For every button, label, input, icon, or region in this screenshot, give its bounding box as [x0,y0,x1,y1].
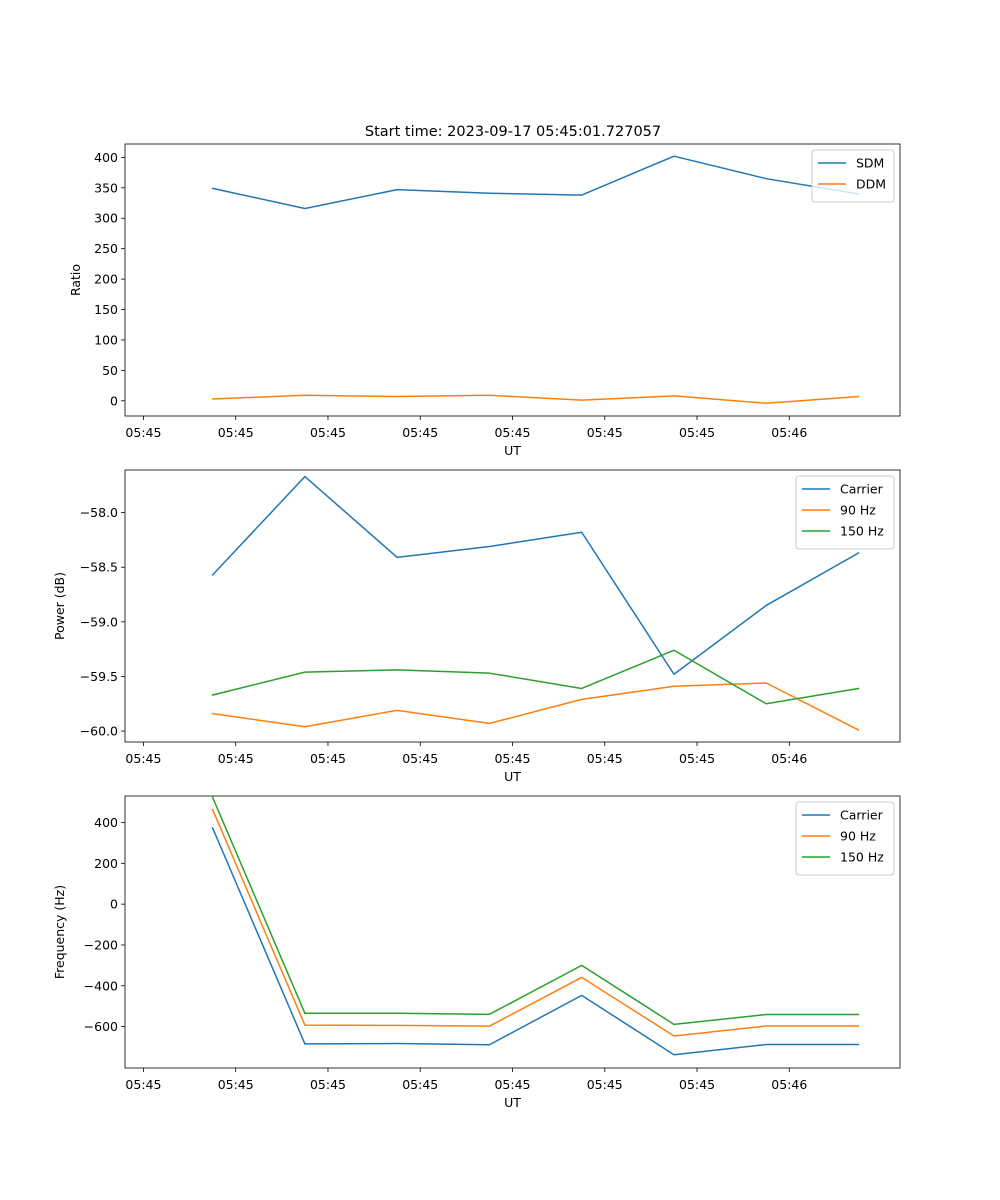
legend-label: 90 Hz [840,503,876,518]
y-axis-label: Power (dB) [52,572,67,640]
y-tick-label: 200 [94,856,118,871]
series-line-150-hz [211,649,860,705]
series-line-150-hz [211,796,860,1026]
y-tick-label: −400 [84,978,118,993]
series-line-carrier [211,827,860,1056]
chart-power: 05:45 05:45 05:45 05:45 05:45 05:45 05:45 05:46… [52,469,901,784]
y-tick-label: −58.0 [80,505,118,520]
y-tick-label: 250 [94,241,118,256]
y-tick-label: 350 [94,180,118,195]
y-tick-label: 200 [94,272,118,287]
x-tick-label: 05:45 [218,425,254,440]
legend-label: 150 Hz [840,850,884,865]
series-line-ddm [211,394,860,404]
y-tick-label: 50 [102,363,118,378]
x-axis-label: UT [504,443,521,458]
y-tick-label: −600 [84,1019,118,1034]
x-tick-label: 05:45 [402,1077,438,1092]
y-axis-label: Ratio [68,264,83,296]
legend-label: DDM [856,177,886,192]
x-tick-label: 05:45 [402,425,438,440]
x-tick-label: 05:45 [679,1077,715,1092]
x-tick-label: 05:45 [218,1077,254,1092]
y-tick-label: −200 [84,937,118,952]
x-tick-label: 05:45 [679,751,715,766]
legend-label: Carrier [840,482,884,497]
x-tick-label: 05:45 [587,1077,623,1092]
x-axis-label: UT [504,1095,521,1110]
series-line-90-hz [211,808,860,1037]
y-tick-label: −59.5 [80,669,118,684]
x-tick-label: 05:45 [125,1077,161,1092]
x-tick-label: 05:45 [494,751,530,766]
y-tick-label: 400 [94,150,118,165]
legend-label: 90 Hz [840,829,876,844]
x-tick-label: 05:45 [310,425,346,440]
y-tick-label: −60.0 [80,724,118,739]
legend-label: 150 Hz [840,524,884,539]
figure-title: Start time: 2023-09-17 05:45:01.727057 [365,124,661,140]
x-tick-label: 05:46 [771,751,807,766]
x-tick-label: 05:46 [771,425,807,440]
y-tick-label: 0 [110,897,118,912]
legend: Carrier 90 Hz 150 Hz [795,475,895,550]
x-tick-label: 05:45 [125,425,161,440]
legend-label: SDM [856,156,884,171]
legend: Carrier 90 Hz 150 Hz [795,801,895,876]
x-tick-label: 05:45 [679,425,715,440]
chart-frequency: 05:45 05:45 05:45 05:45 05:45 05:45 05:45 05:46… [52,795,901,1110]
x-tick-label: 05:45 [587,751,623,766]
x-axis-label: UT [504,769,521,784]
x-tick-label: 05:45 [310,1077,346,1092]
x-tick-label: 05:45 [587,425,623,440]
series-line-sdm [211,155,860,210]
x-tick-label: 05:45 [494,425,530,440]
x-tick-label: 05:45 [494,1077,530,1092]
x-tick-label: 05:46 [771,1077,807,1092]
series-line-carrier [211,475,860,676]
y-tick-label: −59.0 [80,614,118,629]
y-axis-label: Frequency (Hz) [52,885,67,979]
series-line-90-hz [211,682,860,731]
y-tick-label: 100 [94,332,118,347]
x-tick-label: 05:45 [402,751,438,766]
y-tick-label: 150 [94,302,118,317]
y-tick-label: 400 [94,815,118,830]
y-tick-label: −58.5 [80,560,118,575]
legend: SDM DDM [811,149,895,203]
legend-label: Carrier [840,808,884,823]
y-tick-label: 0 [110,393,118,408]
x-tick-label: 05:45 [218,751,254,766]
x-tick-label: 05:45 [310,751,346,766]
x-tick-label: 05:45 [125,751,161,766]
chart-ratio: 05:45 05:45 05:45 05:45 05:45 05:45 05:45 05:46… [68,143,901,458]
y-tick-label: 300 [94,211,118,226]
